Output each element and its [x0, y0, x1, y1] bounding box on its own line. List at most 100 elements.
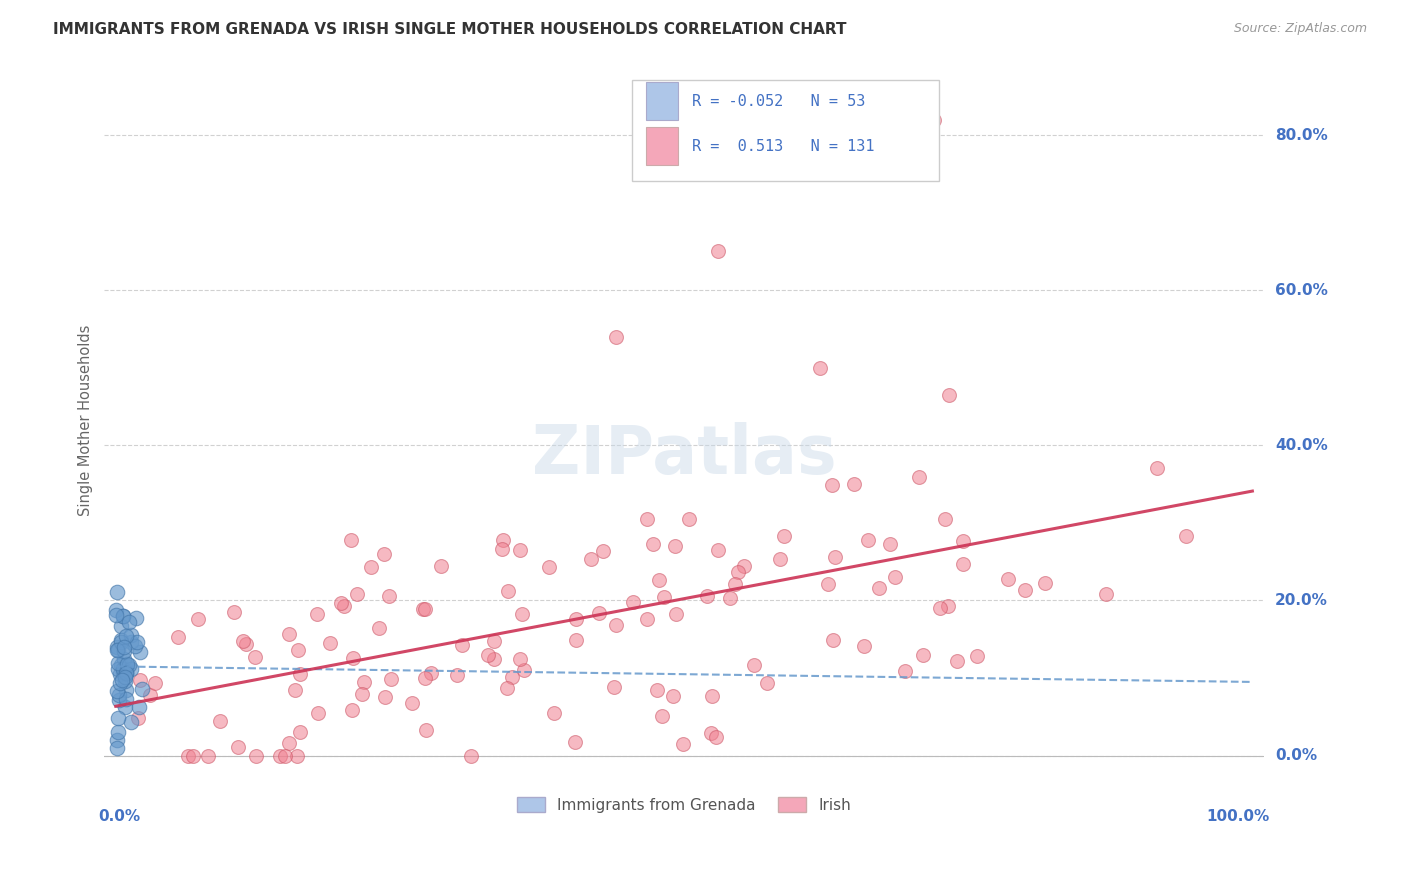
- Point: [110, 634, 132, 648]
- Point: [105, 640, 128, 654]
- Point: [235, 637, 257, 651]
- Point: [110, 632, 132, 647]
- Point: [415, 723, 437, 737]
- Point: [245, 748, 267, 763]
- Point: [340, 533, 363, 547]
- Point: [952, 534, 974, 549]
- Point: [112, 640, 135, 655]
- Point: [643, 537, 665, 551]
- Point: [208, 714, 231, 729]
- Point: [492, 533, 515, 547]
- Point: [707, 244, 730, 259]
- Point: [118, 657, 141, 672]
- Point: [446, 667, 468, 681]
- Point: [419, 666, 441, 681]
- Point: [733, 558, 755, 573]
- Text: 80.0%: 80.0%: [1275, 128, 1327, 143]
- Point: [482, 652, 505, 666]
- Point: [928, 601, 950, 615]
- Point: [120, 635, 142, 649]
- Point: [821, 477, 844, 491]
- Point: [115, 666, 138, 681]
- Point: [938, 387, 960, 401]
- Point: [307, 607, 329, 622]
- Point: [114, 670, 136, 684]
- Point: [367, 620, 389, 634]
- Point: [648, 573, 671, 587]
- Point: [911, 648, 934, 662]
- Point: [460, 748, 482, 763]
- Point: [176, 748, 198, 763]
- Point: [883, 570, 905, 584]
- Point: [696, 590, 718, 604]
- Point: [1014, 582, 1036, 597]
- Point: [112, 644, 135, 658]
- Point: [496, 681, 519, 695]
- Point: [651, 708, 673, 723]
- Point: [868, 581, 890, 595]
- Point: [112, 652, 135, 666]
- Point: [128, 673, 150, 687]
- Point: [727, 565, 749, 579]
- Point: [565, 633, 588, 648]
- Point: [108, 692, 131, 706]
- Point: [333, 599, 356, 614]
- Point: [501, 670, 523, 684]
- Point: [108, 676, 131, 690]
- Point: [107, 656, 129, 670]
- Text: Source: ZipAtlas.com: Source: ZipAtlas.com: [1233, 22, 1367, 36]
- Point: [704, 730, 727, 744]
- Point: [352, 687, 374, 701]
- Point: [340, 703, 363, 717]
- Point: [588, 606, 610, 620]
- Point: [952, 557, 974, 571]
- Point: [111, 608, 134, 623]
- Point: [672, 737, 695, 751]
- Point: [724, 576, 747, 591]
- Point: [661, 690, 683, 704]
- Point: [107, 711, 129, 725]
- Text: R =  0.513   N = 131: R = 0.513 N = 131: [692, 139, 875, 154]
- Point: [285, 748, 308, 763]
- Point: [269, 748, 291, 763]
- Point: [232, 634, 254, 648]
- Point: [183, 748, 205, 763]
- Point: [166, 630, 188, 644]
- Point: [477, 648, 499, 662]
- Point: [491, 542, 513, 557]
- Point: [706, 543, 728, 558]
- Text: IMMIGRANTS FROM GRENADA VS IRISH SINGLE MOTHER HOUSEHOLDS CORRELATION CHART: IMMIGRANTS FROM GRENADA VS IRISH SINGLE …: [53, 22, 846, 37]
- Point: [565, 612, 588, 626]
- Point: [346, 587, 368, 601]
- Point: [114, 629, 136, 643]
- Point: [908, 470, 931, 484]
- Point: [115, 667, 138, 681]
- Point: [823, 632, 845, 647]
- Point: [110, 658, 132, 673]
- Text: ZIPatlas: ZIPatlas: [531, 422, 837, 488]
- Point: [592, 543, 614, 558]
- Point: [105, 585, 128, 599]
- Point: [105, 733, 128, 747]
- Point: [498, 583, 520, 598]
- Point: [934, 512, 956, 526]
- Point: [107, 662, 129, 676]
- Point: [287, 643, 309, 657]
- Point: [664, 539, 686, 553]
- FancyBboxPatch shape: [645, 128, 678, 166]
- Point: [112, 665, 135, 679]
- Point: [107, 725, 129, 739]
- Point: [120, 714, 142, 729]
- Point: [373, 547, 395, 561]
- Point: [415, 602, 437, 616]
- Point: [330, 596, 353, 610]
- Point: [112, 665, 135, 679]
- Point: [603, 681, 626, 695]
- Point: [451, 638, 474, 652]
- Point: [922, 112, 945, 127]
- Point: [769, 552, 792, 566]
- Point: [374, 690, 396, 704]
- Point: [105, 684, 128, 698]
- Point: [105, 643, 128, 657]
- Point: [413, 671, 436, 685]
